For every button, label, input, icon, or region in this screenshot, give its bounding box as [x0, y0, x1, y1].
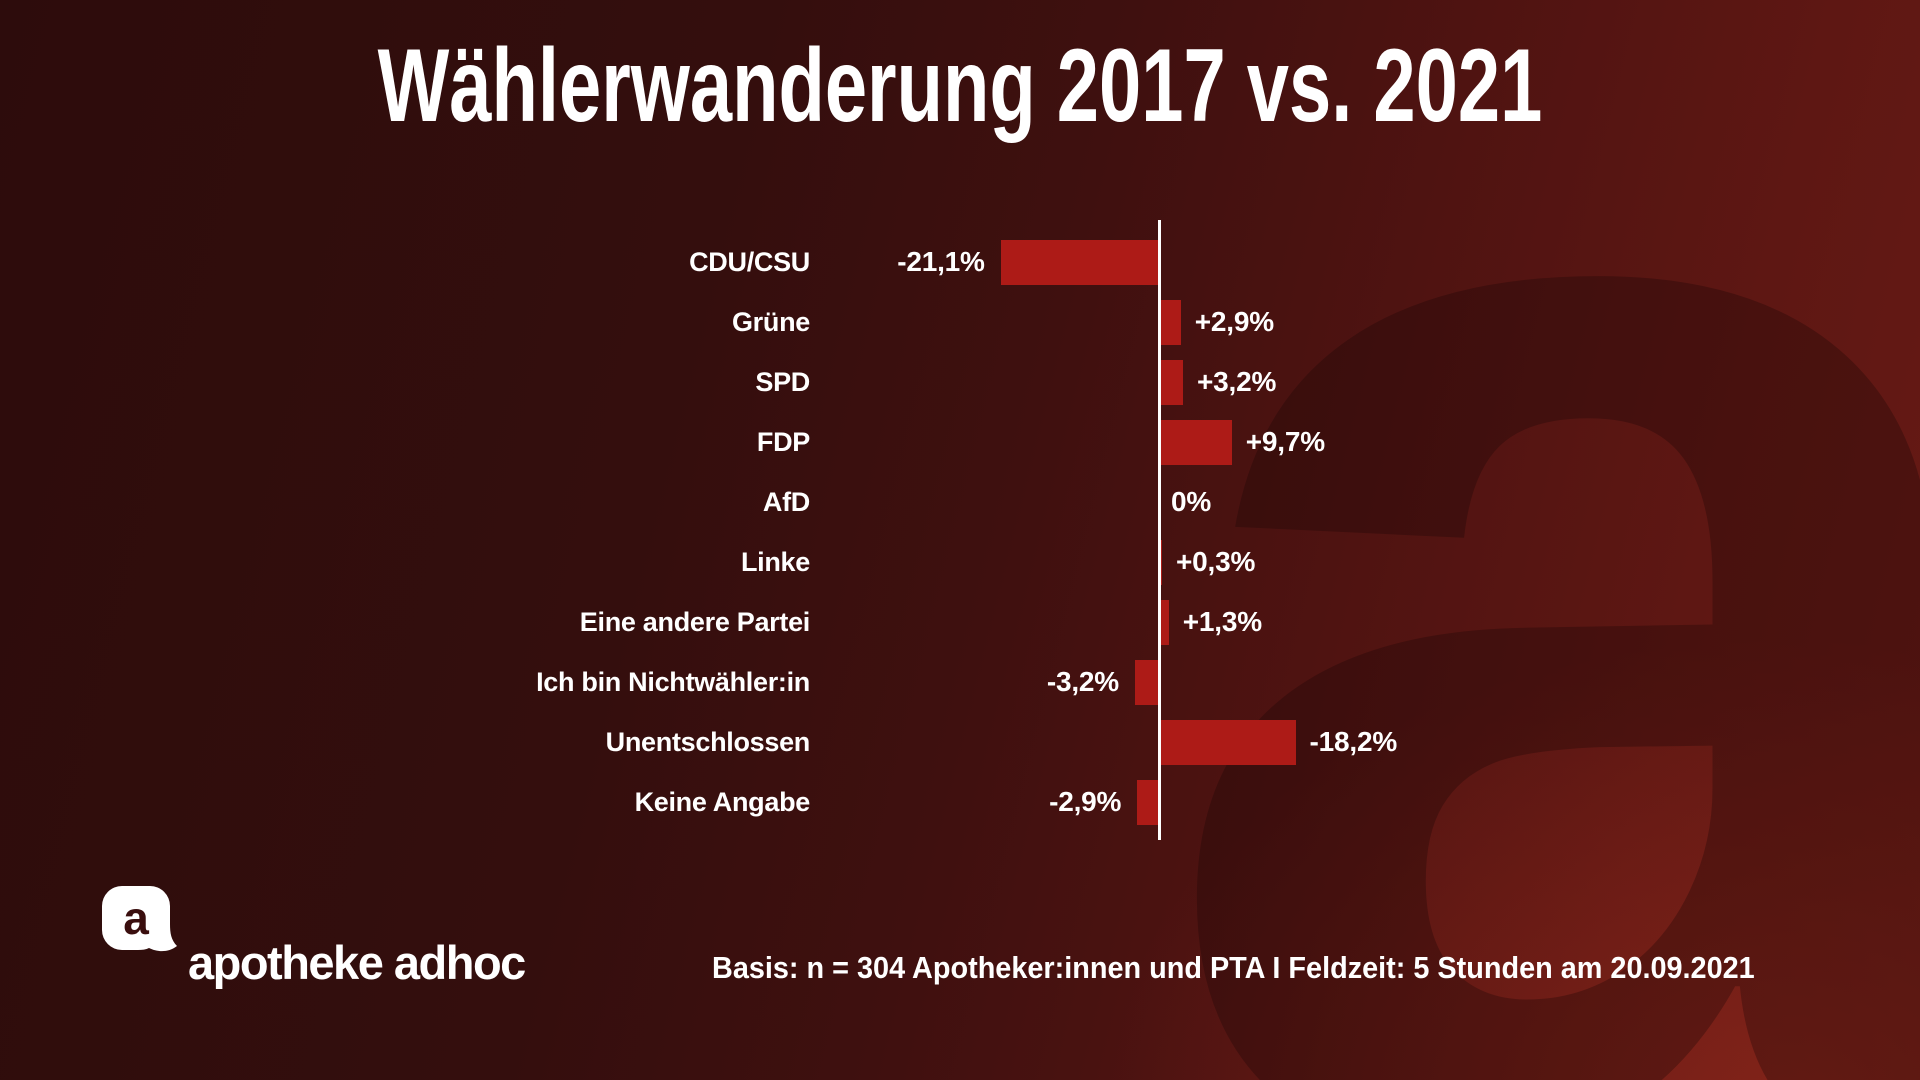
axis-line — [1158, 220, 1161, 840]
category-label: Unentschlossen — [605, 727, 811, 757]
chart-row: Keine Angabe -2,9% — [0, 772, 1920, 832]
category-label: CDU/CSU — [689, 247, 810, 277]
chart-title: Wählerwanderung 2017 vs. 2021 — [377, 28, 1543, 144]
category-label: Ich bin Nichtwähler:in — [536, 667, 810, 697]
category-label: Keine Angabe — [634, 787, 811, 817]
basis-note: Basis: n = 304 Apotheker:innen und PTA I… — [712, 950, 1755, 985]
logo-letter-a: a — [123, 892, 149, 944]
value-label: -3,2% — [1046, 666, 1119, 697]
bar — [1159, 419, 1232, 465]
category-label: Eine andere Partei — [579, 607, 811, 637]
chart-row: CDU/CSU -21,1% — [0, 232, 1920, 292]
value-label: +3,2% — [1197, 366, 1277, 397]
value-label: +1,3% — [1182, 606, 1262, 637]
bar — [1159, 299, 1181, 345]
chart-row: Grüne +2,9% — [0, 292, 1920, 352]
chart-row: SPD +3,2% — [0, 352, 1920, 412]
value-label: 0% — [1171, 486, 1212, 517]
category-label: Linke — [740, 547, 810, 577]
bar — [1135, 659, 1159, 705]
chart-row: FDP +9,7% — [0, 412, 1920, 472]
chart-row: Ich bin Nichtwähler:in -3,2% — [0, 652, 1920, 712]
logo-speech-bubble-icon: a — [102, 886, 177, 952]
value-label: +0,3% — [1176, 546, 1256, 577]
chart-row: Linke +0,3% — [0, 532, 1920, 592]
value-label: -18,2% — [1309, 726, 1398, 757]
category-label: Grüne — [731, 307, 810, 337]
chart-row: AfD 0% — [0, 472, 1920, 532]
category-label: AfD — [762, 487, 810, 517]
brand-a-watermark-icon: a — [1150, 0, 1920, 1080]
brand-logo: a apotheke adhoc — [100, 884, 600, 988]
chart-row: Eine andere Partei +1,3% — [0, 592, 1920, 652]
brand-logo-text: apotheke adhoc — [188, 936, 526, 989]
chart-row: Unentschlossen -18,2% — [0, 712, 1920, 772]
value-label: -21,1% — [897, 246, 985, 277]
bar — [1159, 719, 1296, 765]
bar — [1137, 779, 1159, 825]
category-label: FDP — [756, 427, 810, 457]
category-label: SPD — [755, 367, 810, 397]
bar — [1159, 359, 1183, 405]
value-label: -2,9% — [1049, 786, 1122, 817]
bar — [1000, 239, 1159, 285]
value-label: +9,7% — [1245, 426, 1325, 457]
bar — [1159, 599, 1169, 645]
value-label: +2,9% — [1194, 306, 1274, 337]
